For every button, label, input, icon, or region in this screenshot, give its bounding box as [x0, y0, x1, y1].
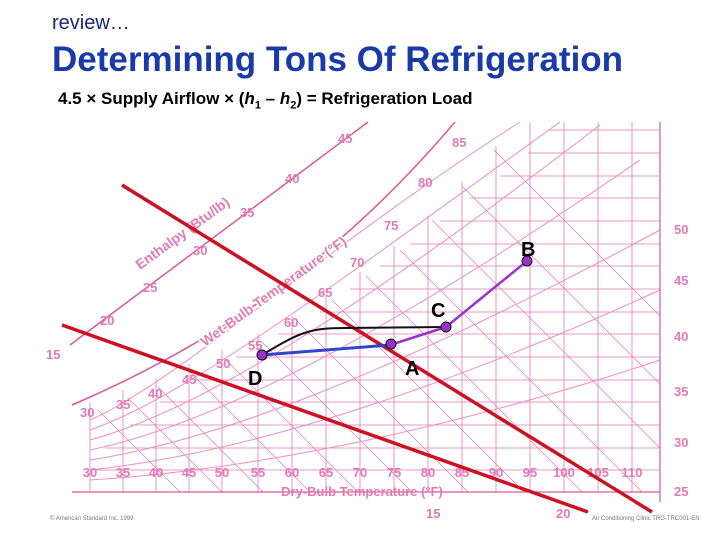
point-c-marker	[440, 321, 452, 333]
right-tick: 35	[674, 384, 688, 399]
x-tick: 110	[622, 465, 643, 480]
supply-line	[261, 343, 391, 357]
x-axis-title: Dry-Bulb Temperature (°F)	[281, 484, 443, 499]
x-tick: 35	[116, 465, 130, 480]
formula-dash: –	[260, 89, 280, 108]
x-tick: 55	[251, 465, 265, 480]
wetbulb-tick: 60	[284, 315, 298, 330]
x-tick: 95	[523, 465, 537, 480]
formula-sub1: 1	[254, 99, 261, 112]
x-tick: 45	[182, 465, 196, 480]
wetbulb-tick: 40	[148, 386, 162, 401]
wetbulb-tick: 55	[248, 338, 262, 353]
mixing-curve	[261, 326, 447, 356]
formula-h2: h	[279, 89, 291, 108]
point-labels: D A C B	[248, 239, 535, 390]
formula: 4.5 × Supply Airflow × (h1 – h2) = Refri…	[58, 89, 473, 111]
page-title: Determining Tons Of Refrigeration	[52, 40, 624, 79]
x-tick: 75	[387, 465, 401, 480]
enthalpy-ticks: 15 20 25 30 35 40 45	[46, 131, 352, 362]
x-tick: 60	[285, 465, 299, 480]
wetbulb-tick: 85	[452, 135, 466, 150]
point-a-label: A	[405, 358, 419, 380]
right-tick: 15	[426, 506, 440, 521]
x-tick: 70	[353, 465, 367, 480]
process-line-cb	[445, 260, 528, 328]
footer-course: Air Conditioning Clinic TRG-TRC001-EN	[592, 516, 700, 522]
point-c-label: C	[431, 300, 445, 322]
formula-part1: 4.5 × Supply Airflow × (	[58, 89, 245, 108]
enthalpy-tick: 15	[46, 347, 60, 362]
x-tick: 50	[215, 465, 229, 480]
formula-h1: h	[244, 89, 255, 108]
enthalpy-tick: 20	[100, 313, 114, 328]
enthalpy-line-upper	[129, 188, 653, 514]
x-tick: 65	[319, 465, 333, 480]
enthalpy-line-upper-ext	[121, 183, 131, 192]
wetbulb-tick: 70	[350, 255, 364, 270]
enthalpy-scale-line	[69, 121, 369, 346]
x-tick: 40	[149, 465, 163, 480]
wetbulb-tick: 30	[80, 405, 94, 420]
right-tick: 40	[674, 329, 688, 344]
wetbulb-tick: 80	[418, 175, 432, 190]
wetbulb-tick: 45	[182, 372, 196, 387]
wetbulb-ticks: 30 35 40 45 50 55 60 65 70 75 80 85	[80, 135, 466, 420]
right-tick: 30	[674, 435, 688, 450]
x-tick: 30	[83, 465, 97, 480]
right-tick: 50	[674, 222, 688, 237]
right-ticks: 50 45 40 35 30 25 20 15	[426, 222, 688, 521]
wetbulb-tick: 75	[384, 218, 398, 233]
humidity-grid	[90, 129, 660, 471]
right-tick: 45	[674, 273, 688, 288]
point-d-label: D	[248, 368, 262, 390]
wetbulb-tick: 50	[216, 356, 230, 371]
enthalpy-tick: 35	[240, 205, 254, 220]
x-tick: 80	[421, 465, 435, 480]
point-a-marker	[385, 338, 397, 350]
process-line-ac	[389, 325, 447, 347]
formula-part2: ) = Refrigeration Load	[296, 89, 473, 108]
right-tick: 20	[556, 506, 570, 521]
enthalpy-tick: 30	[193, 243, 207, 258]
wetbulb-tick: 65	[318, 285, 332, 300]
point-d-marker	[256, 349, 268, 361]
right-tick: 25	[674, 484, 688, 499]
enthalpy-tick: 40	[285, 171, 299, 186]
point-b-marker	[521, 255, 533, 267]
enthalpy-line-lower	[61, 323, 589, 514]
x-ticks: 30 35 40 45 50 55 60 65 70 75 80 85 90 9…	[83, 465, 643, 480]
drybulb-grid	[89, 122, 633, 492]
wetbulb-grid	[97, 149, 661, 493]
point-b-label: B	[521, 239, 535, 261]
x-tick: 100	[553, 465, 575, 480]
formula-sub2: 2	[290, 99, 297, 112]
kicker: review…	[52, 12, 130, 34]
enthalpy-tick: 45	[338, 131, 352, 146]
wetbulb-tick: 35	[116, 397, 130, 412]
saturation-curve	[71, 121, 456, 406]
footer-copyright: © American Standard Inc. 1999	[50, 516, 134, 522]
rh-curves	[89, 121, 661, 481]
enthalpy-tick: 25	[143, 280, 157, 295]
